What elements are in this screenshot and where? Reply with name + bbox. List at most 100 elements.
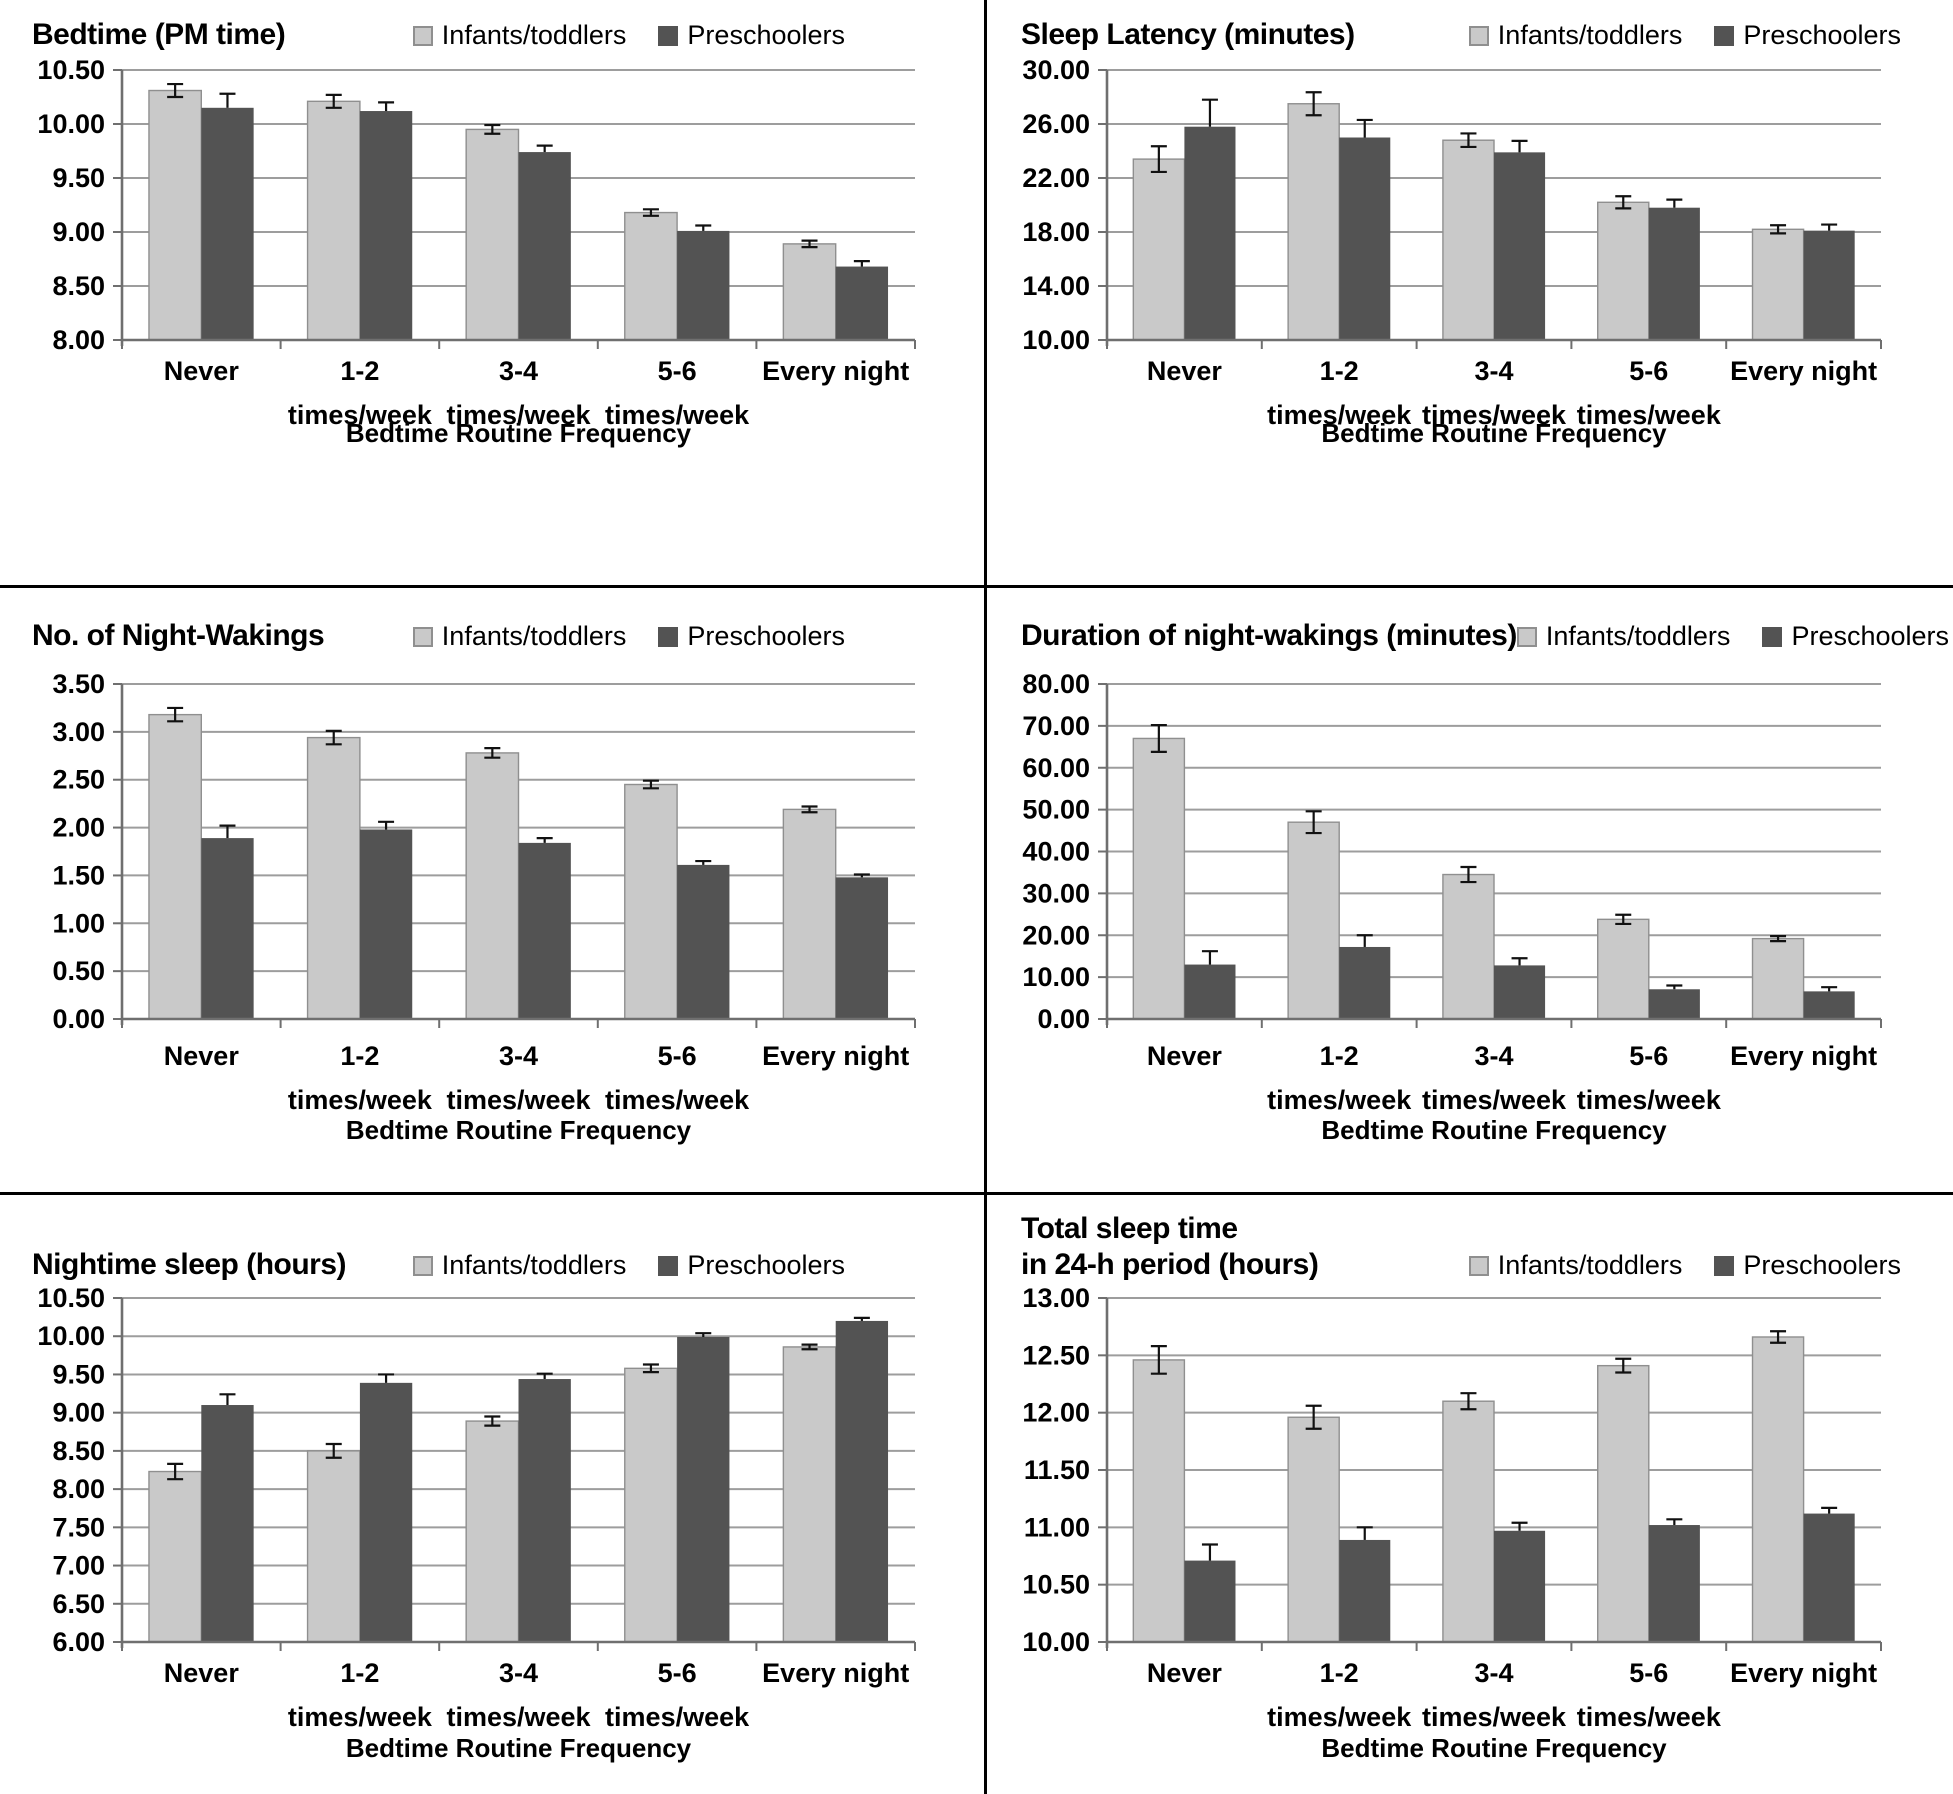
bar-chart-duration-night-wakings: 0.00 10.00 20.00 30.00 40.00 50.00 60.00 70.00 8… — [1022, 669, 1882, 1145]
legend-item-infants: Infants/toddlers — [412, 20, 627, 51]
chart-legend: Infants/toddlers Preschoolers — [412, 621, 845, 655]
chart-title-nightime-sleep: Nightime sleep (hours) — [32, 1247, 347, 1284]
x-axis-title: Bedtime Routine Frequency — [1321, 418, 1667, 448]
x-tick-label: 3-4 — [499, 356, 538, 386]
bar-infants-0 — [148, 713, 203, 1020]
y-tick-label: 26.00 — [1022, 109, 1090, 139]
legend-item-preschoolers: Preschoolers — [1762, 621, 1949, 652]
bar-infants-3 — [1597, 201, 1650, 341]
chart-panel-sleep-latency: Sleep Latency (minutes) Infants/toddlers… — [985, 0, 1953, 587]
y-tick-label: 14.00 — [1022, 271, 1090, 301]
x-tick-label: Never — [164, 1041, 240, 1071]
x-tick-label: 5-6 — [658, 1658, 697, 1688]
x-tick-label: Every night — [1730, 1041, 1877, 1071]
y-tick-label: 10.00 — [1022, 1627, 1090, 1657]
x-tick-label: 5-6 — [1629, 1041, 1668, 1071]
y-tick-label: 8.00 — [52, 325, 105, 355]
x-tick-label: times/week — [1577, 400, 1722, 430]
panel-header: Bedtime (PM time) Infants/toddlers Presc… — [0, 0, 985, 56]
x-tick-label: 3-4 — [499, 1658, 538, 1688]
panel-header: Total sleep time in 24-h period (hours) … — [985, 1194, 1953, 1286]
x-tick-label: times/week — [446, 400, 591, 430]
y-tick-label: 12.00 — [1022, 1398, 1090, 1428]
x-tick-label: Every night — [1730, 356, 1877, 386]
legend-item-infants: Infants/toddlers — [412, 621, 626, 652]
x-tick-label: 3-4 — [1474, 1658, 1513, 1688]
bar-preschoolers-0 — [1184, 964, 1236, 1019]
x-tick-label: Every night — [762, 1041, 909, 1071]
legend-swatch-infants-icon — [412, 25, 433, 46]
bar-infants-0 — [1132, 158, 1186, 341]
x-tick-label: times/week — [605, 400, 750, 430]
x-tick-label: 1-2 — [1320, 1658, 1359, 1688]
bar-preschoolers-2 — [518, 152, 571, 340]
chart-title-bedtime: Bedtime (PM time) — [32, 17, 286, 54]
legend-label-preschoolers: Preschoolers — [687, 20, 845, 50]
legend-swatch-preschoolers-icon — [1714, 1255, 1735, 1276]
x-tick-label: times/week — [1267, 1702, 1412, 1732]
y-tick-label: 10.00 — [1022, 325, 1090, 355]
y-tick-label: 9.00 — [52, 217, 105, 247]
y-tick-label: 8.50 — [52, 1436, 105, 1466]
chart-title-total-sleep-time: Total sleep time in 24-h period (hours) — [1021, 1211, 1319, 1284]
chart-panel-nightime-sleep: Nightime sleep (hours) Infants/toddlers … — [0, 1194, 985, 1794]
x-tick-label: times/week — [1422, 400, 1567, 430]
x-tick-label: times/week — [446, 1702, 591, 1732]
y-tick-label: 12.50 — [1022, 1340, 1090, 1370]
bar-preschoolers-1 — [1339, 1539, 1391, 1642]
y-tick-label: 20.00 — [1022, 920, 1090, 950]
y-tick-label: 1.00 — [52, 908, 105, 938]
legend-label-infants: Infants/toddlers — [441, 20, 627, 50]
legend-swatch-infants-icon — [412, 626, 433, 647]
chart-legend: Infants/toddlers Preschoolers — [1468, 1250, 1901, 1284]
bar-infants-3 — [624, 783, 678, 1020]
y-tick-label: 60.00 — [1022, 753, 1090, 783]
bar-preschoolers-0 — [201, 1405, 254, 1642]
x-tick-label: times/week — [1267, 1085, 1412, 1115]
legend-swatch-infants-icon — [1468, 1255, 1489, 1276]
panel-header: No. of Night-Wakings Infants/toddlers Pr… — [0, 587, 985, 657]
bar-infants-2 — [1442, 873, 1495, 1020]
bar-preschoolers-1 — [359, 1382, 413, 1642]
y-tick-label: 10.50 — [1022, 1570, 1090, 1600]
y-tick-label: 1.50 — [52, 860, 105, 890]
x-tick-label: Never — [1147, 356, 1223, 386]
bar-infants-1 — [306, 1450, 361, 1643]
legend-item-infants: Infants/toddlers — [1468, 1250, 1682, 1281]
bar-infants-0 — [148, 1470, 203, 1643]
bar-infants-2 — [465, 128, 520, 341]
bar-infants-4 — [782, 808, 837, 1020]
bar-preschoolers-3 — [677, 1336, 730, 1642]
x-tick-label: times/week — [288, 1085, 433, 1115]
bar-infants-2 — [465, 1420, 520, 1643]
y-tick-label: 30.00 — [1022, 878, 1090, 908]
legend-item-infants: Infants/toddlers — [412, 1250, 626, 1281]
x-tick-label: times/week — [446, 1085, 591, 1115]
bar-infants-1 — [306, 736, 361, 1020]
legend-label-preschoolers: Preschoolers — [687, 621, 845, 651]
y-tick-label: 0.00 — [52, 1004, 105, 1034]
chart-title-night-wakings: No. of Night-Wakings — [32, 618, 325, 655]
y-tick-label: 80.00 — [1022, 669, 1090, 699]
chart-panel-duration-night-wakings: Duration of night-wakings (minutes) Infa… — [985, 587, 1953, 1194]
x-tick-label: Never — [164, 1658, 240, 1688]
x-tick-label: 3-4 — [1474, 1041, 1513, 1071]
y-tick-label: 8.00 — [52, 1474, 105, 1504]
legend-swatch-infants-icon — [412, 1255, 433, 1276]
chart-title-line: Sleep Latency (minutes) — [1021, 18, 1355, 52]
chart-title-duration-night-wakings: Duration of night-wakings (minutes) — [1021, 618, 1517, 655]
y-tick-label: 9.00 — [52, 1398, 105, 1428]
chart-title-line: Bedtime (PM time) — [32, 18, 286, 52]
legend-label-infants: Infants/toddlers — [1545, 621, 1731, 651]
bar-preschoolers-1 — [1339, 137, 1391, 340]
y-tick-label: 40.00 — [1022, 837, 1090, 867]
x-tick-label: 1-2 — [340, 1041, 379, 1071]
chart-title-line: Duration of night-wakings (minutes) — [1021, 619, 1517, 653]
x-tick-label: 1-2 — [340, 1658, 379, 1688]
y-tick-label: 10.50 — [37, 1286, 105, 1313]
x-tick-label: times/week — [605, 1085, 750, 1115]
legend-swatch-preschoolers-icon — [658, 626, 679, 647]
x-tick-label: Never — [164, 356, 240, 386]
legend-item-preschoolers: Preschoolers — [1714, 20, 1901, 51]
